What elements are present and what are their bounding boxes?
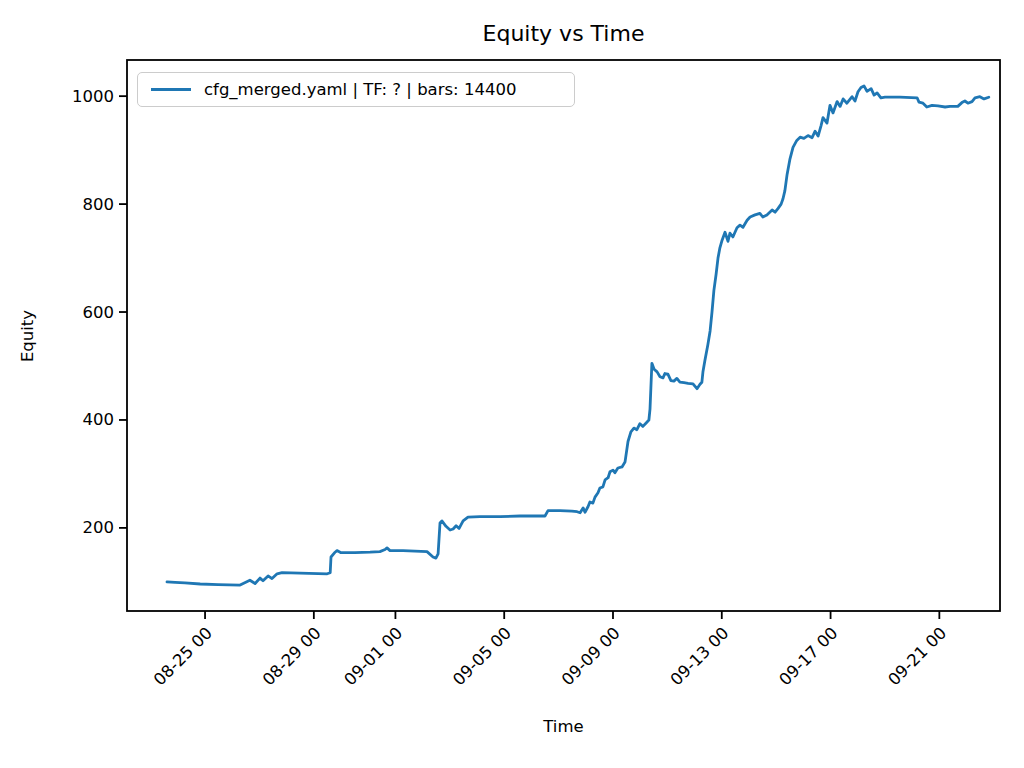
x-tick-label: 09-09 00 xyxy=(558,623,624,689)
x-tick-label: 09-05 00 xyxy=(449,623,515,689)
x-tick-label: 09-17 00 xyxy=(776,623,842,689)
equity-chart-figure: 200 400 600 800 1000 08-25 00 08-29 0009-01 00… xyxy=(0,0,1024,768)
y-tick-label: 800 xyxy=(83,195,115,214)
x-tick-label: 09-01 00 xyxy=(340,623,406,689)
x-tick-label: 08-29 00 xyxy=(259,623,325,689)
axes-frame xyxy=(127,60,1000,611)
x-tick-label: 08-25 00 xyxy=(150,623,216,689)
legend-line-swatch xyxy=(151,88,191,91)
equity-line xyxy=(167,86,989,585)
y-axis-label: Equity xyxy=(18,310,37,362)
y-tick-label: 400 xyxy=(83,410,115,429)
y-tick-label: 600 xyxy=(83,303,115,322)
plot-canvas: 200 400 600 800 1000 08-25 00 08-29 0009-01 00… xyxy=(0,0,1024,768)
legend: cfg_merged.yaml | TF: ? | bars: 14400 xyxy=(137,72,575,107)
x-axis-label: Time xyxy=(127,717,1000,736)
chart-title: Equity vs Time xyxy=(127,21,1000,46)
x-tick-label: 09-13 00 xyxy=(667,623,733,689)
legend-entry-label: cfg_merged.yaml | TF: ? | bars: 14400 xyxy=(204,80,516,99)
y-tick-label: 1000 xyxy=(72,87,114,106)
y-tick-label: 200 xyxy=(83,518,115,537)
x-tick-label: 09-21 00 xyxy=(884,623,950,689)
